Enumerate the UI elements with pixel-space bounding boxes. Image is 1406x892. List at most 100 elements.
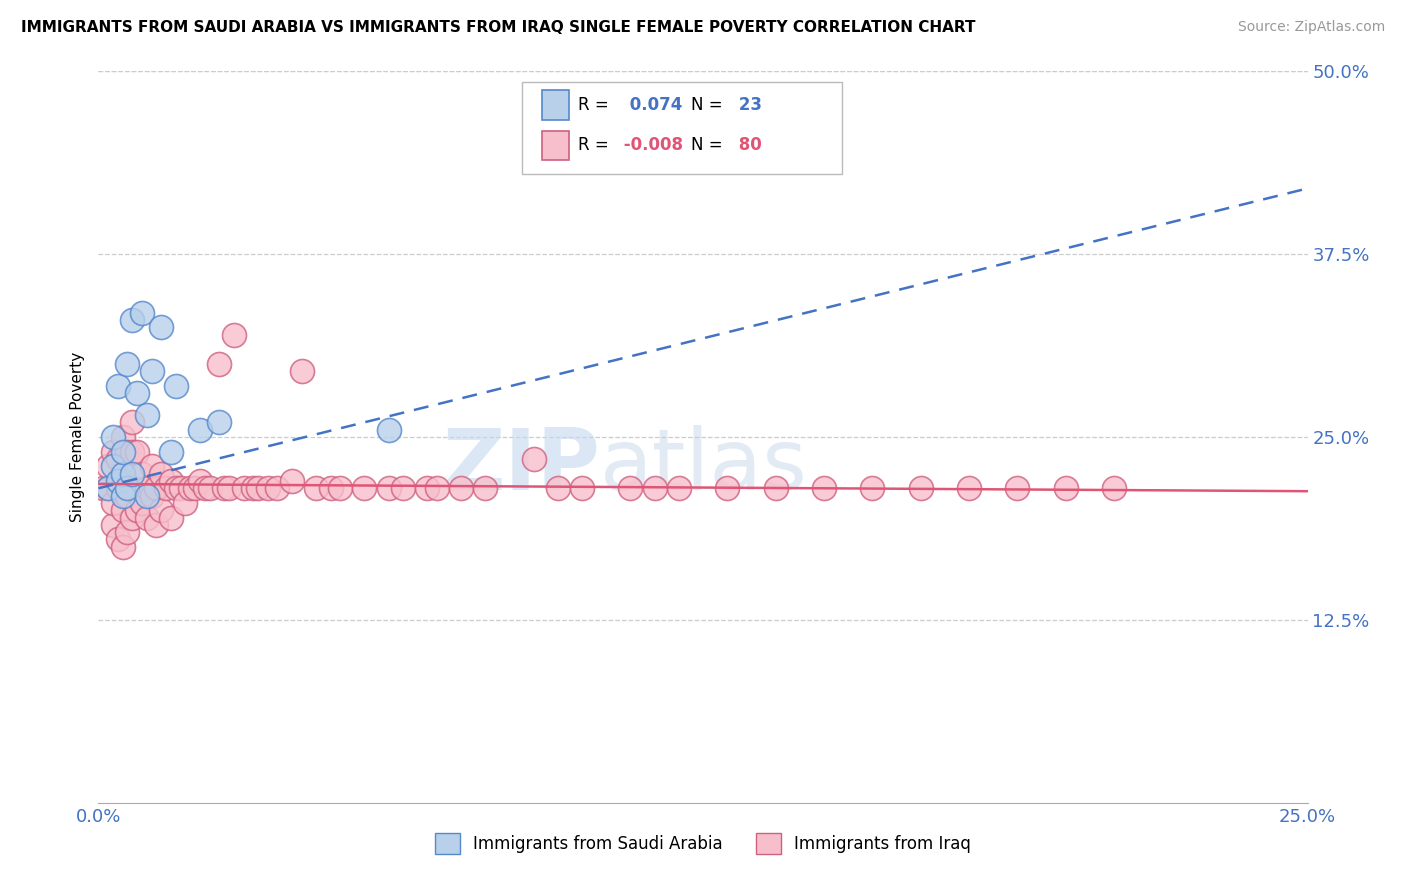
Point — [101, 430, 124, 444]
Text: N =: N = — [690, 96, 723, 114]
Point — [416, 481, 439, 495]
Point — [117, 481, 139, 495]
Point — [716, 481, 738, 495]
Text: R =: R = — [578, 136, 609, 154]
Point — [353, 481, 375, 495]
Point — [107, 452, 129, 467]
Point — [1054, 481, 1077, 495]
Point — [117, 444, 139, 458]
Point — [107, 533, 129, 547]
Point — [141, 489, 163, 503]
Bar — [543, 131, 569, 160]
Point — [619, 481, 641, 495]
Text: -0.008: -0.008 — [619, 136, 683, 154]
Point — [222, 327, 245, 342]
Text: 23: 23 — [734, 96, 762, 114]
Point — [131, 496, 153, 510]
Point — [111, 540, 134, 554]
Point — [97, 459, 120, 474]
Point — [179, 481, 201, 495]
Bar — [543, 90, 569, 120]
Point — [957, 481, 980, 495]
Point — [377, 481, 399, 495]
Point — [208, 416, 231, 430]
Point — [571, 481, 593, 495]
Point — [135, 408, 157, 422]
Point — [212, 481, 235, 495]
Point — [121, 444, 143, 458]
Point — [426, 481, 449, 495]
Point — [165, 481, 187, 495]
Point — [1102, 481, 1125, 495]
Point — [111, 474, 134, 488]
Point — [813, 481, 835, 495]
Y-axis label: Single Female Poverty: Single Female Poverty — [69, 352, 84, 522]
Point — [97, 481, 120, 495]
Point — [194, 481, 217, 495]
Point — [135, 481, 157, 495]
Text: Source: ZipAtlas.com: Source: ZipAtlas.com — [1237, 20, 1385, 34]
Point — [131, 467, 153, 481]
Text: 0.074: 0.074 — [624, 96, 683, 114]
Point — [135, 510, 157, 524]
Point — [141, 459, 163, 474]
Point — [127, 386, 149, 401]
Point — [290, 364, 312, 378]
Point — [101, 444, 124, 458]
Text: 80: 80 — [734, 136, 762, 154]
Point — [117, 357, 139, 371]
Point — [107, 481, 129, 495]
Point — [117, 525, 139, 540]
Point — [127, 503, 149, 517]
Point — [377, 423, 399, 437]
Point — [450, 481, 472, 495]
Point — [644, 481, 666, 495]
Point — [97, 481, 120, 495]
Text: ZIP: ZIP — [443, 425, 600, 508]
Point — [218, 481, 240, 495]
Point — [121, 510, 143, 524]
Point — [232, 481, 254, 495]
Point — [160, 444, 183, 458]
Point — [117, 489, 139, 503]
Point — [141, 364, 163, 378]
Point — [329, 481, 352, 495]
Point — [860, 481, 883, 495]
Point — [121, 467, 143, 481]
Point — [101, 517, 124, 532]
Point — [247, 481, 270, 495]
Point — [184, 481, 207, 495]
Point — [910, 481, 932, 495]
Point — [127, 444, 149, 458]
Point — [111, 467, 134, 481]
FancyBboxPatch shape — [522, 82, 842, 174]
Text: atlas: atlas — [600, 425, 808, 508]
Point — [107, 379, 129, 393]
Point — [111, 489, 134, 503]
Point — [547, 481, 569, 495]
Point — [242, 481, 264, 495]
Point — [281, 474, 304, 488]
Point — [145, 517, 167, 532]
Point — [150, 467, 173, 481]
Point — [319, 481, 342, 495]
Point — [160, 510, 183, 524]
Point — [474, 481, 496, 495]
Point — [111, 430, 134, 444]
Point — [765, 481, 787, 495]
Point — [111, 503, 134, 517]
Text: IMMIGRANTS FROM SAUDI ARABIA VS IMMIGRANTS FROM IRAQ SINGLE FEMALE POVERTY CORRE: IMMIGRANTS FROM SAUDI ARABIA VS IMMIGRAN… — [21, 20, 976, 35]
Point — [174, 496, 197, 510]
Point — [392, 481, 415, 495]
Point — [208, 357, 231, 371]
Point — [107, 474, 129, 488]
Point — [101, 459, 124, 474]
Point — [145, 481, 167, 495]
Point — [160, 474, 183, 488]
Point — [523, 452, 546, 467]
Point — [256, 481, 278, 495]
Point — [188, 474, 211, 488]
Point — [111, 444, 134, 458]
Point — [121, 416, 143, 430]
Point — [150, 503, 173, 517]
